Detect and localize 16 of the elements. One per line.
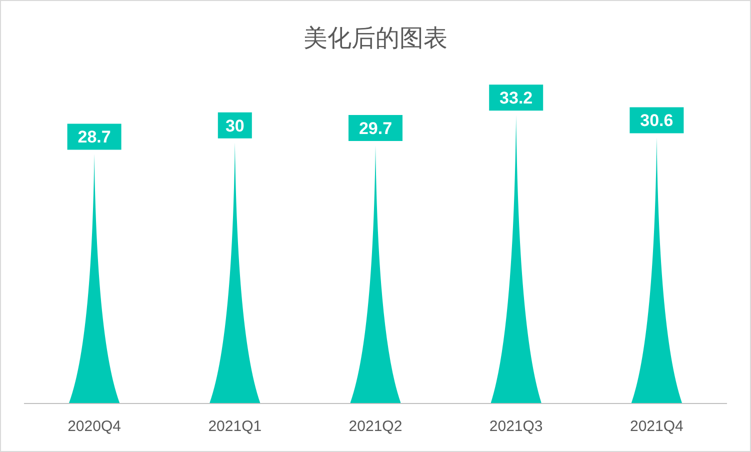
data-label: 33.2: [489, 84, 544, 111]
chart-title: 美化后的图表: [304, 25, 448, 52]
data-label: 33.2: [500, 88, 533, 108]
x-tick-label: 2020Q4: [68, 418, 121, 435]
x-tick-label: 2021Q4: [630, 418, 684, 435]
x-tick-label: 2021Q1: [208, 418, 262, 435]
data-label: 29.7: [348, 115, 402, 141]
data-label: 29.7: [358, 119, 392, 138]
data-label: 28.7: [67, 124, 122, 150]
data-label: 30: [218, 112, 252, 138]
data-label: 28.7: [78, 128, 111, 147]
data-label: 30.6: [640, 111, 674, 130]
data-label: 30.6: [630, 107, 684, 134]
x-tick-label: 2021Q3: [489, 418, 543, 435]
x-tick-label: 2021Q2: [348, 418, 402, 435]
data-label: 30: [225, 116, 244, 136]
